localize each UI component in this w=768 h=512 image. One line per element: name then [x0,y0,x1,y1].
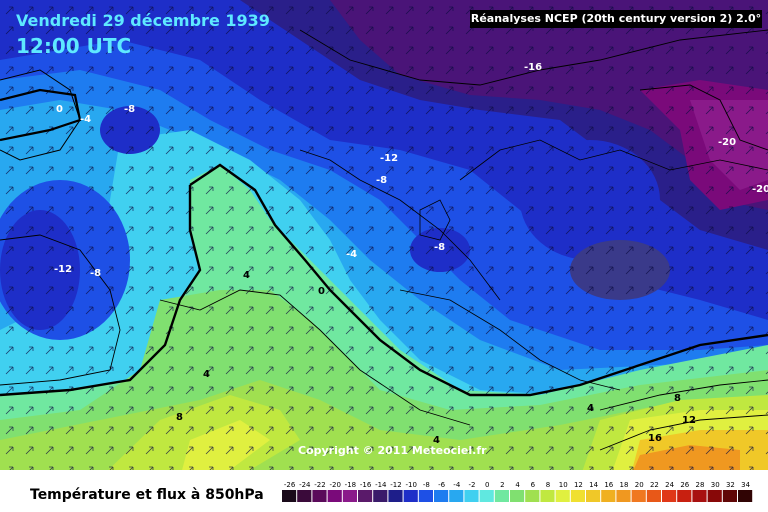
legend-tick-label: -14 [375,481,387,489]
legend-tick-label: 34 [741,481,750,489]
legend-tick-label: -26 [284,481,296,489]
legend-tick-label: 4 [515,481,520,489]
isotherm-label: -12 [54,264,73,275]
isotherm-label: -8 [434,242,446,253]
legend-tick-label: 2 [500,481,504,489]
legend-swatch [722,490,737,502]
legend-tick-label: 20 [635,481,644,489]
legend-swatch [738,490,753,502]
legend-tick-label: 24 [665,481,674,489]
legend-swatch [403,490,418,502]
legend-tick-label: 14 [589,481,598,489]
legend-swatch [434,490,449,502]
legend-swatch [312,490,327,502]
legend-tick-label: -8 [423,481,430,489]
legend-tick-label: -10 [405,481,416,489]
legend-swatch [601,490,616,502]
isotherm-label: 4 [587,403,594,414]
isotherm-label: 0 [318,286,325,297]
legend-tick-label: -20 [329,481,340,489]
isotherm-label: -8 [90,268,102,279]
isotherm-label: -12 [380,153,399,164]
legend-swatch [282,490,297,502]
legend-swatch [677,490,692,502]
legend-swatch [570,490,585,502]
legend-swatch [646,490,661,502]
footer: Température et flux à 850hPa -26 -24 -22 -2… [0,478,768,512]
legend-swatch [373,490,388,502]
temperature-map[interactable]: Vendredi 29 décembre 1939 12:00 UTC Réan… [0,0,768,478]
isotherm-label: 8 [674,393,681,404]
isotherm-label: 4 [203,369,210,380]
legend-tick-label: -22 [314,481,325,489]
legend-tick-label: 16 [604,481,613,489]
legend-swatch [707,490,722,502]
legend-swatch [525,490,540,502]
legend-tick-label: 26 [680,481,689,489]
legend-tick-label: 28 [696,481,705,489]
legend-swatch [662,490,677,502]
isotherm-label: -8 [124,104,136,115]
legend-swatch [479,490,494,502]
isotherm-label: 16 [648,433,662,444]
legend-tick-label: 0 [485,481,489,489]
legend-swatch [616,490,631,502]
legend-tick-label: 6 [531,481,536,489]
isotherm-label: -20 [752,184,768,195]
legend-swatch [586,490,601,502]
isotherm-label: -20 [718,137,737,148]
legend-tick-label: -6 [438,481,446,489]
map-canvas [0,0,768,478]
legend-tick-label: 18 [620,481,629,489]
legend-tick-label: 10 [559,481,568,489]
legend-swatch [494,490,509,502]
isotherm-label: 8 [176,412,183,423]
legend-tick-label: 22 [650,481,659,489]
legend-swatch [555,490,570,502]
legend-swatch [418,490,433,502]
legend-tick-label: -12 [390,481,401,489]
legend-swatch [464,490,479,502]
color-scale-legend: -26 -24 -22 -20 -18 -16 -14 -12 -10 -8 -6 -4 -2 0 2 4 6 8… [282,481,753,502]
isotherm-label: 0 [56,104,63,115]
legend-swatch [342,490,357,502]
legend-tick-label: -24 [299,481,311,489]
legend-swatch [358,490,373,502]
legend-tick-label: 32 [726,481,735,489]
legend-swatch [388,490,403,502]
legend-swatch [449,490,464,502]
source-banner: Réanalyses NCEP (20th century version 2)… [470,10,762,28]
isotherm-label: -4 [80,114,92,125]
legend-tick-label: -16 [360,481,372,489]
legend-tick-label: 30 [711,481,720,489]
legend-swatch [297,490,312,502]
legend-swatch [631,490,646,502]
legend-tick-label: -4 [453,481,461,489]
legend-swatch [327,490,342,502]
isotherm-label: 12 [682,415,696,426]
copyright-text: Copyright © 2011 Meteociel.fr [298,444,487,457]
legend-swatch [540,490,555,502]
legend-tick-label: -18 [345,481,356,489]
isotherm-label: -16 [524,62,543,73]
isotherm-label: 4 [243,270,250,281]
legend-tick-label: 12 [574,481,583,489]
forecast-date: Vendredi 29 décembre 1939 [16,11,270,30]
map-title: Température et flux à 850hPa [30,487,264,503]
legend-swatch [692,490,707,502]
legend-tick-label: -2 [469,481,476,489]
legend-swatch [510,490,525,502]
legend-tick-label: 8 [546,481,550,489]
isotherm-label: 4 [433,435,440,446]
isotherm-label: -8 [376,175,388,186]
isotherm-label: -4 [346,249,358,260]
forecast-time: 12:00 UTC [16,34,132,58]
